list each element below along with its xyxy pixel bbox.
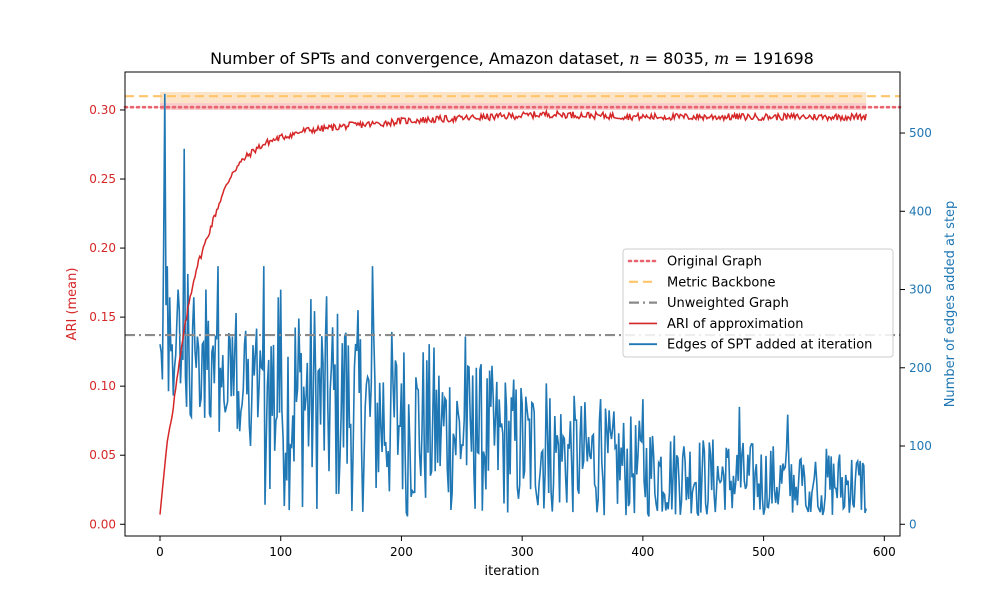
y-tick-label-right: 500 bbox=[909, 126, 932, 140]
legend-label: Edges of SPT added at iteration bbox=[667, 338, 872, 353]
y-tick-label-right: 200 bbox=[909, 361, 932, 375]
y-tick-label-left: 0.15 bbox=[89, 310, 116, 324]
original-band bbox=[160, 103, 867, 110]
x-tick-label: 300 bbox=[511, 545, 534, 559]
axes: 0 100 200 300 400 500 600 0.00 0.05 0.10 0.15 0.20 0… bbox=[89, 71, 932, 559]
y-axis-label-left: ARI (mean) bbox=[65, 268, 80, 341]
y-tick-label-left: 0.30 bbox=[89, 103, 116, 117]
x-tick-label: 400 bbox=[631, 545, 654, 559]
legend-label: ARI of approximation bbox=[667, 317, 803, 332]
ari-series-line bbox=[159, 108, 867, 515]
y-tick-label-right: 400 bbox=[909, 204, 932, 218]
legend-label: Original Graph bbox=[667, 255, 762, 270]
legend-label: Unweighted Graph bbox=[667, 296, 789, 311]
y-tick-label-left: 0.10 bbox=[89, 379, 116, 393]
legend: Original Graph Metric Backbone Unweighted … bbox=[622, 248, 894, 358]
x-tick-label: 200 bbox=[390, 545, 413, 559]
chart-title: Number of SPTs and convergence, Amazon d… bbox=[210, 49, 814, 68]
x-tick-label: 500 bbox=[752, 545, 775, 559]
y-tick-label-left: 0.00 bbox=[89, 517, 116, 531]
x-tick-label: 100 bbox=[269, 545, 292, 559]
y-tick-label-right: 300 bbox=[909, 283, 932, 297]
x-axis-label: iteration bbox=[485, 564, 540, 579]
x-tick-label: 600 bbox=[873, 545, 896, 559]
edges-series-line bbox=[159, 93, 867, 517]
y-tick-label-left: 0.20 bbox=[89, 241, 116, 255]
legend-label: Metric Backbone bbox=[667, 275, 776, 290]
y-axis-label-right: Number of edges added at step bbox=[943, 201, 958, 408]
y-tick-label-left: 0.05 bbox=[89, 448, 116, 462]
y-tick-label-left: 0.25 bbox=[89, 172, 116, 186]
x-tick-label: 0 bbox=[156, 545, 164, 559]
y-tick-label-right: 0 bbox=[909, 517, 917, 531]
plot-frame bbox=[124, 71, 901, 537]
backbone-band bbox=[160, 92, 867, 104]
y-tick-label-right: 100 bbox=[909, 439, 932, 453]
legend-box bbox=[622, 248, 894, 358]
